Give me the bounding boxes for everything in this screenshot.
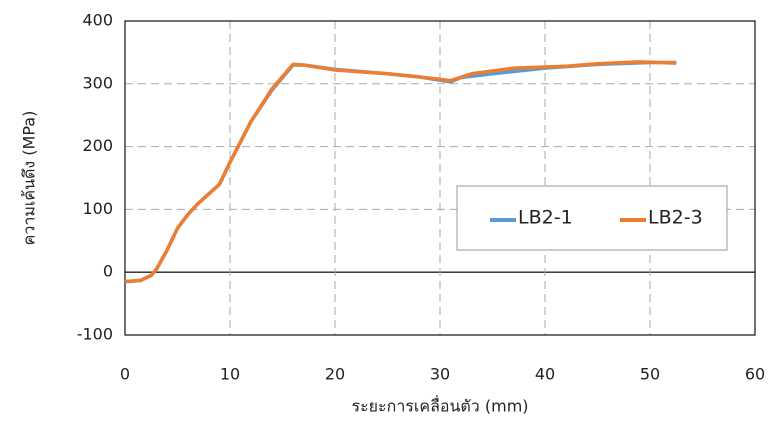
legend-label: LB2-3 bbox=[648, 207, 703, 229]
y-tick-label: 100 bbox=[82, 199, 113, 218]
y-tick-label: 200 bbox=[82, 136, 113, 155]
y-tick-label: -100 bbox=[77, 325, 113, 344]
x-tick-label: 40 bbox=[535, 365, 555, 384]
plot-frame bbox=[124, 20, 756, 336]
x-axis-label: ระยะการเคลื่อนตัว (mm) bbox=[351, 395, 528, 416]
y-tick-label: 300 bbox=[82, 73, 113, 92]
legend-label: LB2-1 bbox=[518, 207, 573, 229]
x-tick-label: 10 bbox=[220, 365, 240, 384]
x-tick-label: 20 bbox=[325, 365, 345, 384]
y-tick-label: 0 bbox=[103, 262, 113, 281]
x-tick-label: 0 bbox=[120, 365, 130, 384]
x-tick-label: 60 bbox=[745, 365, 765, 384]
x-tick-label: 50 bbox=[640, 365, 660, 384]
y-tick-label: 400 bbox=[82, 11, 113, 30]
x-tick-label: 30 bbox=[430, 365, 450, 384]
legend: LB2-1 LB2-3 bbox=[456, 185, 728, 251]
y-axis-label: ความเค้นดึง (MPa) bbox=[20, 111, 39, 246]
series-line bbox=[124, 60, 677, 284]
